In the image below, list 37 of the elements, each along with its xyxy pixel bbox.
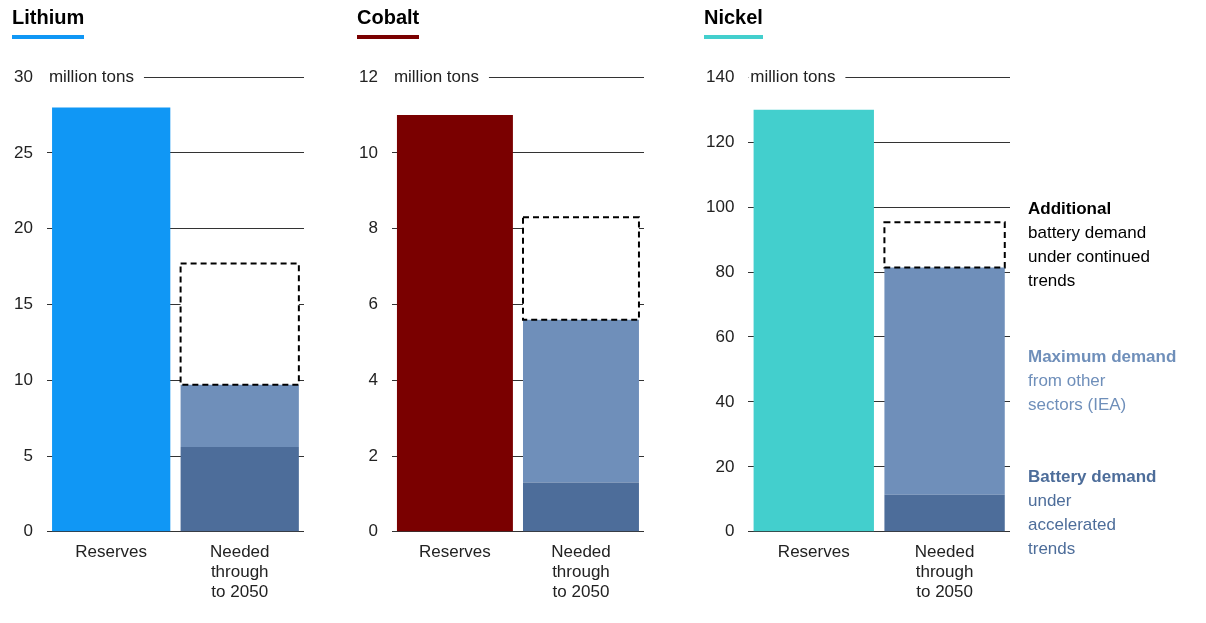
y-tick-label: 140 — [705, 66, 735, 86]
y-axis-title: million tons — [48, 66, 134, 86]
y-tick-label: 15 — [13, 294, 33, 314]
y-tick-label: 80 — [715, 261, 735, 281]
y-tick-label: 40 — [715, 391, 735, 411]
y-tick-label: 10 — [358, 142, 378, 162]
chart-title: Lithium — [12, 6, 85, 39]
x-tick-label: Needed through to 2050 — [551, 541, 611, 602]
x-tick-label: Needed through to 2050 — [914, 541, 975, 602]
y-tick-label: 10 — [13, 369, 33, 389]
series-label: Additional battery demand under continued trends — [1028, 198, 1150, 290]
y-tick-label: 2 — [368, 445, 378, 465]
x-tick-label: Reserves — [777, 541, 850, 561]
y-tick-label: 8 — [368, 218, 378, 238]
y-tick-label: 25 — [13, 142, 33, 162]
x-tick-label: Needed through to 2050 — [209, 541, 270, 602]
y-tick-label: 120 — [705, 131, 735, 151]
series-label: Maximum demand from other sectors (IEA) — [1028, 346, 1177, 414]
y-tick-label: 4 — [368, 369, 378, 389]
y-axis-title: million tons — [750, 66, 836, 86]
y-tick-label: 20 — [715, 456, 735, 476]
x-tick-label: Reserves — [75, 541, 148, 561]
y-tick-label: 0 — [724, 521, 735, 541]
y-axis-title: million tons — [393, 66, 479, 86]
chart-title: Cobalt — [357, 6, 420, 39]
y-tick-label: 20 — [13, 218, 33, 238]
y-tick-label: 60 — [715, 326, 735, 346]
y-tick-label: 0 — [23, 521, 33, 541]
y-tick-label: 6 — [368, 294, 378, 314]
chart-title: Nickel — [704, 6, 763, 39]
y-tick-label: 12 — [358, 66, 378, 86]
y-tick-label: 30 — [13, 66, 33, 86]
y-tick-label: 100 — [705, 196, 735, 216]
y-tick-label: 0 — [368, 521, 378, 541]
y-tick-label: 5 — [23, 445, 33, 465]
series-label: Battery demand under accelerated trends — [1028, 466, 1157, 558]
x-tick-label: Reserves — [419, 541, 491, 561]
